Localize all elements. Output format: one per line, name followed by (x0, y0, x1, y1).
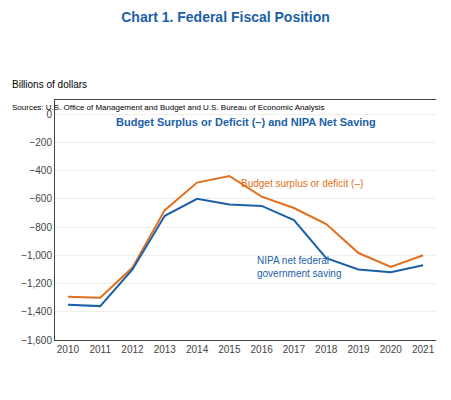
svg-text:−400: −400 (29, 165, 52, 176)
svg-text:2012: 2012 (121, 344, 144, 355)
svg-text:−200: −200 (29, 137, 52, 148)
svg-text:2020: 2020 (380, 344, 403, 355)
svg-text:2021: 2021 (412, 344, 435, 355)
svg-text:Budget Surplus or Deficit (–): Budget Surplus or Deficit (–) and NIPA N… (116, 116, 376, 128)
svg-text:2014: 2014 (186, 344, 209, 355)
svg-text:2011: 2011 (89, 344, 111, 355)
svg-text:2015: 2015 (218, 344, 241, 355)
svg-text:−1,000: −1,000 (21, 250, 52, 261)
svg-text:−1,200: −1,200 (21, 278, 52, 289)
svg-text:−1,600: −1,600 (21, 335, 52, 346)
svg-text:Budget surplus or deficit (–): Budget surplus or deficit (–) (241, 178, 363, 189)
svg-text:−1,400: −1,400 (21, 306, 52, 317)
svg-text:0: 0 (46, 109, 52, 120)
svg-text:Chart 1. Federal Fiscal Positi: Chart 1. Federal Fiscal Position (121, 9, 330, 25)
svg-text:−800: −800 (29, 222, 52, 233)
svg-text:−600: −600 (29, 193, 52, 204)
svg-text:2016: 2016 (251, 344, 274, 355)
svg-text:NIPA net federalgovernment sav: NIPA net federalgovernment saving (257, 255, 342, 279)
svg-text:2019: 2019 (347, 344, 370, 355)
svg-text:Billions of dollars: Billions of dollars (12, 79, 87, 90)
svg-text:2013: 2013 (154, 344, 177, 355)
svg-text:2010: 2010 (57, 344, 80, 355)
svg-text:Sources: U.S. Office of Manage: Sources: U.S. Office of Management and B… (12, 103, 324, 112)
svg-text:2018: 2018 (315, 344, 338, 355)
svg-text:2017: 2017 (283, 344, 306, 355)
